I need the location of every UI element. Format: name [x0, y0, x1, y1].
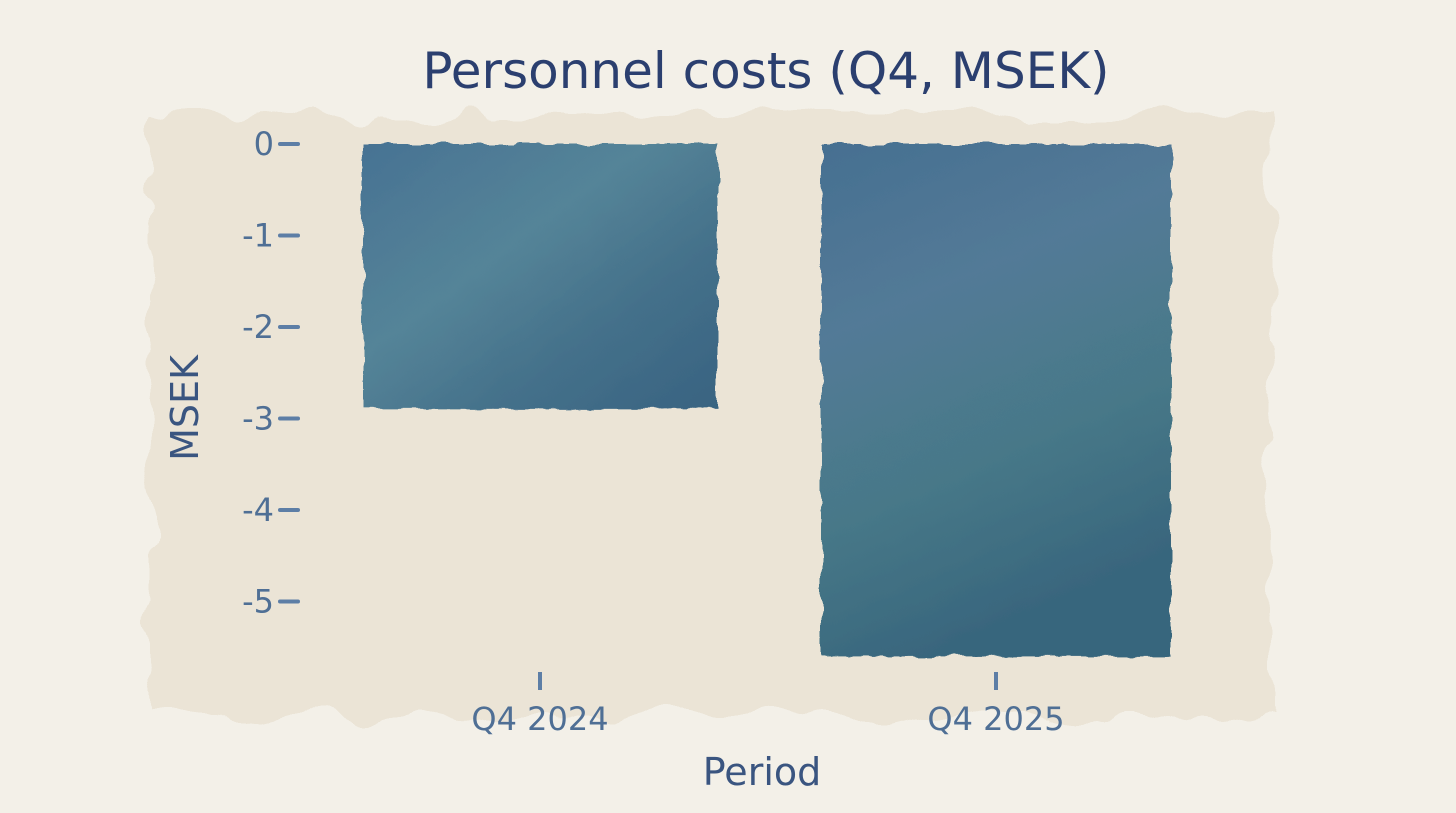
axes [294, 140, 1252, 684]
y-ticks: 0 -1 -2 -3 -4 -5 [242, 125, 300, 621]
bar-q4-2024 [362, 144, 718, 410]
x-axis-label: Period [703, 750, 822, 794]
y-tick-label: -3 [242, 400, 274, 438]
bar-q4-2025 [821, 144, 1171, 657]
x-tick-label: Q4 2024 [471, 700, 608, 738]
y-axis-label: MSEK [163, 354, 207, 461]
y-tick-label: -2 [242, 308, 274, 346]
y-tick-label: 0 [254, 125, 274, 163]
bars [362, 144, 1171, 657]
y-tick-label: -4 [242, 491, 274, 529]
x-ticks: Q4 2024 Q4 2025 [471, 672, 1065, 738]
chart-title: Personnel costs (Q4, MSEK) [422, 42, 1109, 100]
y-tick-label: -1 [242, 217, 274, 255]
x-tick-label: Q4 2025 [927, 700, 1064, 738]
y-tick-label: -5 [242, 583, 274, 621]
